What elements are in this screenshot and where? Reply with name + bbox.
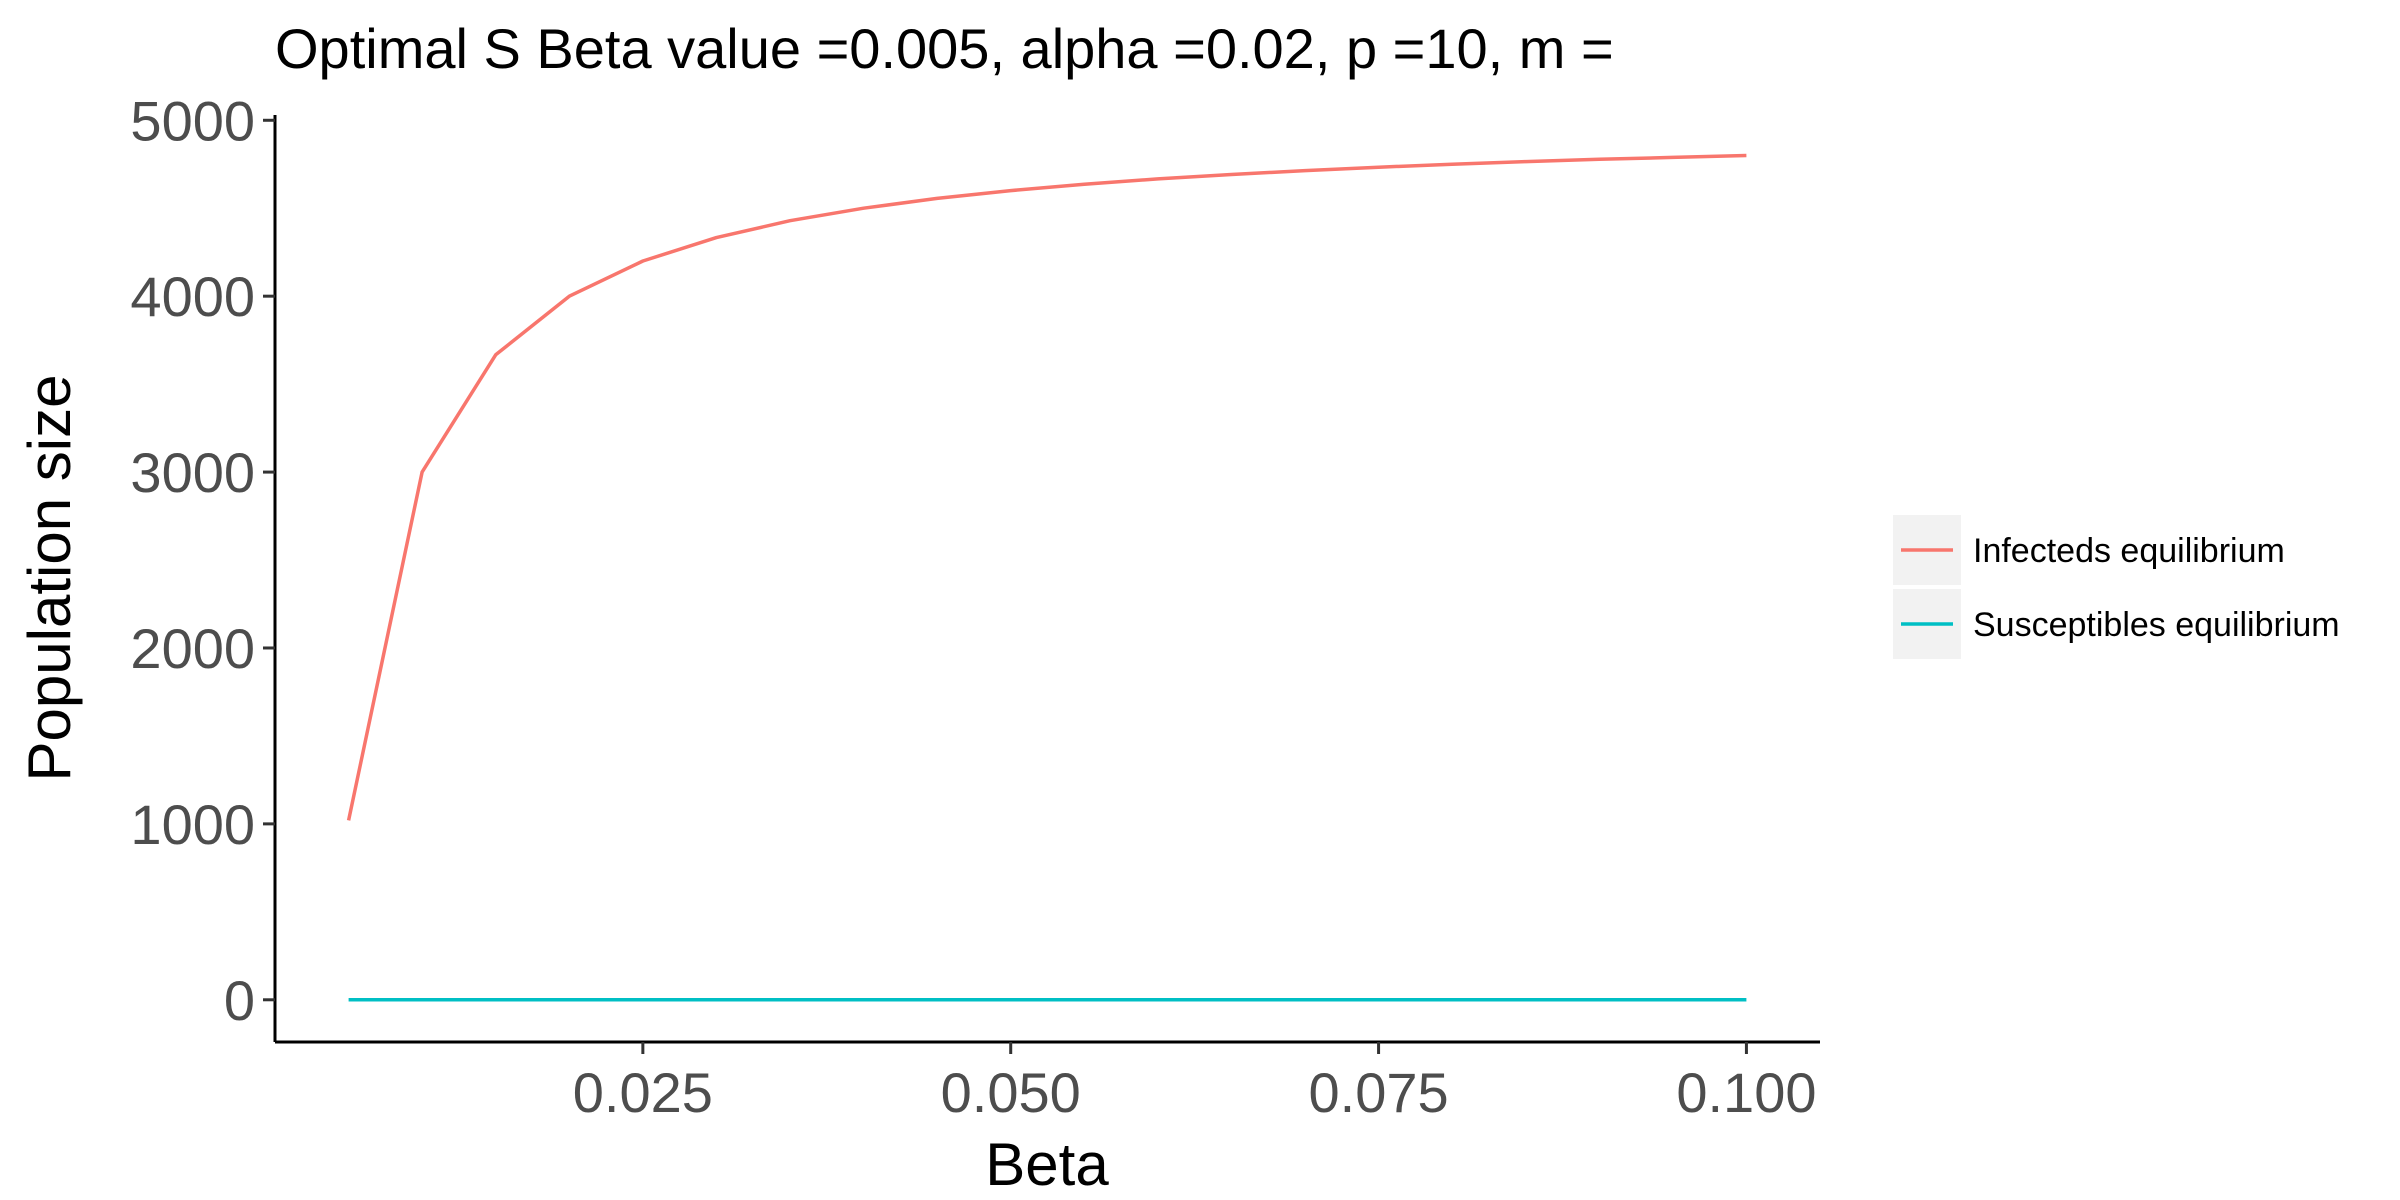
series-line-0 [346, 153, 1747, 821]
x-tick-label: 0.100 [1676, 1061, 1816, 1124]
y-ticks: 0 1000 2000 3000 4000 5000 [130, 89, 275, 1032]
x-tick-label: 0.075 [1309, 1061, 1449, 1124]
plot-lines [346, 153, 1747, 1002]
chart-title: Optimal S Beta value =0.005, alpha =0.02… [275, 17, 1614, 80]
x-ticks: 0.025 0.050 0.075 0.100 [573, 1042, 1816, 1124]
y-axis-title: Population size [16, 375, 83, 782]
legend-label: Susceptibles equilibrium [1973, 606, 2340, 644]
x-tick-label: 0.050 [941, 1061, 1081, 1124]
legend: Infecteds equilibrium Susceptibles equili… [1893, 515, 2340, 659]
y-tick-label: 4000 [130, 265, 255, 328]
y-tick-label: 5000 [130, 89, 255, 152]
legend-label: Infecteds equilibrium [1973, 532, 2285, 570]
x-tick-label: 0.025 [573, 1061, 713, 1124]
y-tick-label: 2000 [130, 617, 255, 680]
y-tick-label: 3000 [130, 441, 255, 504]
y-tick-label: 0 [224, 969, 255, 1032]
x-axis-title: Beta [985, 1131, 1109, 1198]
y-tick-label: 1000 [130, 793, 255, 856]
